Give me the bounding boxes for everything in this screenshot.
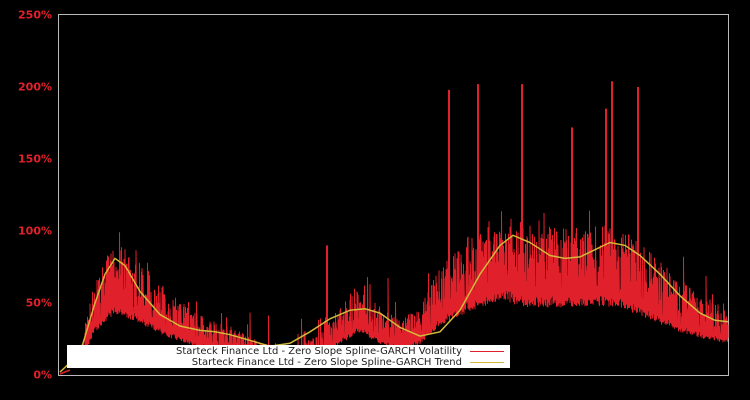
y-tick-label: 250% xyxy=(18,8,52,22)
y-tick-label: 150% xyxy=(18,152,52,166)
legend-swatch xyxy=(470,351,504,352)
legend-label: Starteck Finance Ltd - Zero Slope Spline… xyxy=(191,357,462,368)
legend: Starteck Finance Ltd - Zero Slope Spline… xyxy=(67,345,510,368)
trend-series xyxy=(59,234,729,373)
legend-item-volatility: Starteck Finance Ltd - Zero Slope Spline… xyxy=(176,346,504,357)
y-tick-label: 100% xyxy=(18,224,52,238)
y-tick-label: 50% xyxy=(25,296,52,310)
volatility-series xyxy=(59,81,729,375)
plot-frame xyxy=(58,14,729,376)
y-tick-label: 0% xyxy=(33,368,52,382)
legend-label: Starteck Finance Ltd - Zero Slope Spline… xyxy=(175,346,462,357)
legend-swatch xyxy=(470,362,504,363)
legend-item-trend: Starteck Finance Ltd - Zero Slope Spline… xyxy=(192,357,504,368)
y-tick-label: 200% xyxy=(18,80,52,94)
